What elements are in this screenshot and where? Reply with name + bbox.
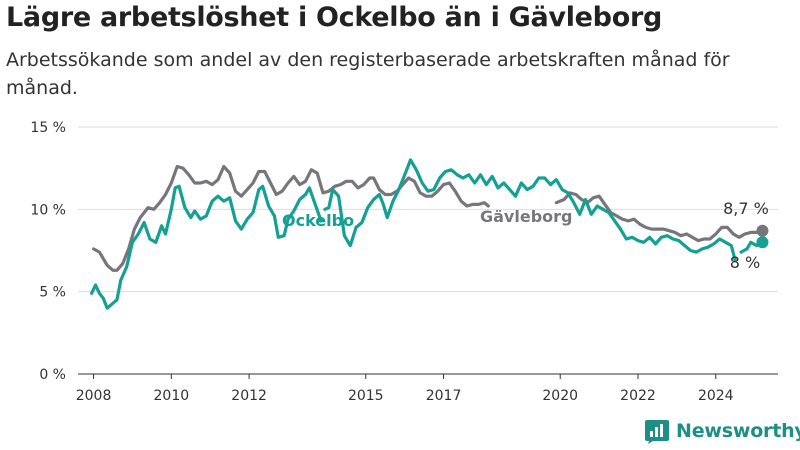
y-tick-label: 0 %: [39, 367, 66, 383]
gavleborg-line: [554, 191, 764, 243]
chart-subtitle: Arbetssökande som andel av den registerb…: [6, 49, 730, 99]
brand-logo: Newsworthy: [644, 418, 800, 444]
x-tick-label: 2017: [426, 388, 462, 404]
newsworthy-chart-icon: [645, 420, 669, 444]
x-tick-label: 2010: [154, 388, 190, 404]
x-tick-label: 2024: [698, 388, 734, 404]
gridlines: [78, 126, 778, 293]
y-axis-tick-labels: 0 % 5 % 10 % 15 %: [30, 120, 66, 383]
brand-name: Newsworthy: [676, 420, 800, 442]
gavleborg-end-dot: [756, 224, 769, 237]
ockelbo-series-label: Ockelbo: [282, 211, 354, 230]
ockelbo-end-dot: [756, 236, 769, 249]
x-axis: 2008 2010 2012 2015 2017 2020 2022 2024: [76, 373, 778, 404]
series-lines: [90, 158, 769, 310]
x-tick-label: 2015: [348, 388, 384, 404]
series-labels: Gävleborg Ockelbo 8,7 % 8 %: [282, 199, 769, 272]
ockelbo-line: [90, 184, 323, 310]
gavleborg-series-label: Gävleborg: [480, 207, 572, 226]
x-tick-label: 2008: [76, 388, 112, 404]
x-tick-label: 2022: [620, 388, 656, 404]
x-tick-label: 2012: [231, 388, 267, 404]
x-tick-label: 2020: [542, 388, 578, 404]
y-tick-label: 5 %: [39, 285, 66, 301]
ockelbo-line: [323, 158, 737, 262]
gavleborg-end-label: 8,7 %: [723, 199, 769, 218]
gavleborg-line: [92, 164, 490, 272]
y-tick-label: 10 %: [30, 202, 66, 218]
ockelbo-end-label: 8 %: [730, 253, 760, 272]
y-tick-label: 15 %: [30, 120, 66, 136]
chart-title: Lägre arbetslöshet i Ockelbo än i Gävleb…: [6, 2, 662, 33]
